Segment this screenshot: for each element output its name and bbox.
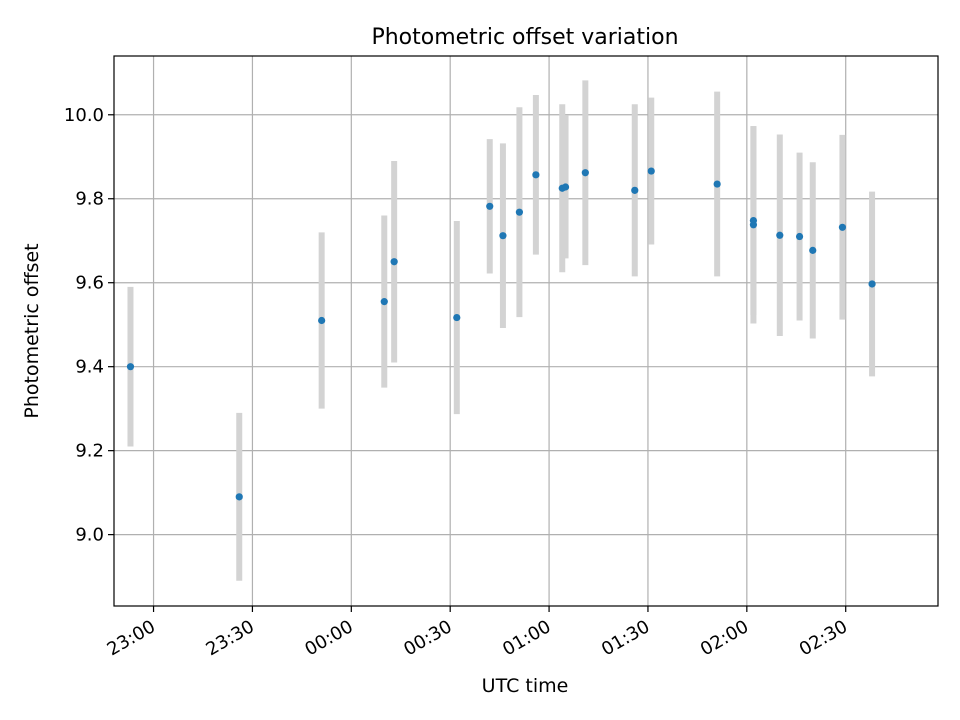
- data-point: [499, 232, 507, 240]
- y-tick-label: 9.6: [75, 273, 104, 294]
- y-tick-label: 10.0: [64, 105, 104, 126]
- data-points: [126, 167, 876, 501]
- data-point: [380, 298, 388, 306]
- data-point: [486, 202, 494, 210]
- data-point: [647, 167, 655, 175]
- data-point: [318, 316, 326, 325]
- y-tick-label: 9.4: [75, 357, 104, 378]
- chart-title: Photometric offset variation: [371, 25, 678, 50]
- data-point: [581, 169, 589, 177]
- data-point: [838, 223, 847, 231]
- y-axis-label: Photometric offset: [21, 243, 43, 418]
- plot-frame: [113, 55, 939, 607]
- data-point: [235, 493, 243, 501]
- data-point: [795, 232, 804, 241]
- data-point: [776, 231, 784, 239]
- data-point: [868, 280, 876, 288]
- data-point: [561, 183, 570, 191]
- y-tick-label: 9.2: [75, 441, 104, 462]
- data-point: [631, 186, 639, 194]
- y-axis-ticks: 9.0 9.2 9.4 9.6 9.8 10.0: [64, 105, 114, 546]
- data-point: [749, 216, 758, 225]
- y-tick-label: 9.8: [75, 189, 104, 210]
- data-point: [809, 246, 817, 254]
- data-point: [390, 258, 398, 266]
- data-point: [515, 208, 524, 216]
- data-point: [453, 313, 461, 322]
- data-point: [126, 363, 135, 371]
- x-axis-label: UTC time: [482, 675, 569, 697]
- y-tick-label: 9.0: [75, 525, 104, 546]
- data-point: [713, 180, 721, 188]
- data-point: [532, 171, 540, 179]
